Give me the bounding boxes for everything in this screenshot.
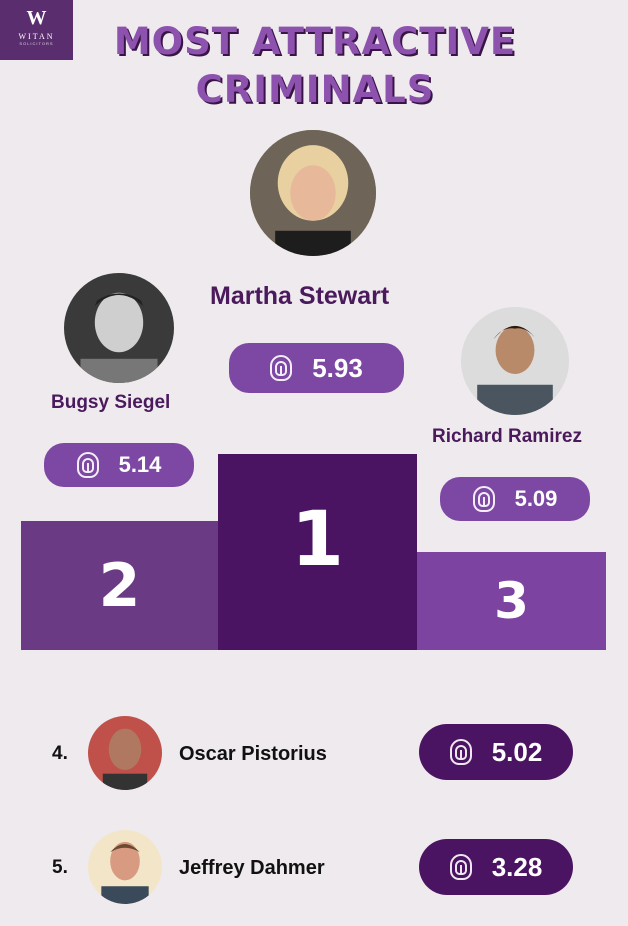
logo-sub: SOLICITORS — [19, 41, 54, 46]
page-title: MOST ATTRACTIVE CRIMINALS — [80, 18, 550, 114]
score-badge-5: 3.28 — [419, 839, 573, 895]
title-line-1: MOST ATTRACTIVE — [113, 20, 517, 63]
score-value: 3.28 — [491, 851, 543, 882]
fingerprint-icon — [449, 739, 472, 765]
richard-ramirez-photo — [461, 307, 569, 415]
score-badge-2: 5.14 — [44, 443, 194, 487]
bugsy-siegel-photo — [64, 273, 174, 383]
score-badge-1: 5.93 — [229, 343, 404, 393]
score-value: 5.14 — [118, 452, 162, 477]
third-name: Richard Ramirez — [432, 426, 582, 447]
jeffrey-dahmer-photo — [88, 830, 162, 904]
logo-mark: W — [26, 7, 47, 29]
fingerprint-icon — [270, 355, 293, 381]
rank-4: 4. — [52, 743, 68, 764]
score-badge-4: 5.02 — [419, 724, 573, 780]
podium-block-1: 1 — [218, 454, 417, 650]
podium-block-2: 2 — [21, 521, 218, 650]
score-value: 5.02 — [491, 736, 543, 767]
logo-name: WITAN — [18, 32, 55, 41]
oscar-pistorius-photo — [88, 716, 162, 790]
name-4: Oscar Pistorius — [179, 743, 327, 765]
score-value: 5.93 — [312, 352, 363, 383]
score-value: 5.09 — [514, 486, 558, 511]
second-name: Bugsy Siegel — [51, 392, 171, 413]
fingerprint-icon — [472, 486, 495, 512]
winner-name: Martha Stewart — [210, 282, 390, 310]
score-badge-3: 5.09 — [440, 477, 590, 521]
rank-5: 5. — [52, 857, 68, 878]
name-5: Jeffrey Dahmer — [179, 857, 325, 879]
title-line-2: CRIMINALS — [195, 68, 435, 111]
podium-block-3: 3 — [417, 552, 606, 650]
fingerprint-icon — [449, 854, 472, 880]
witan-logo: W WITAN SOLICITORS — [0, 0, 73, 60]
martha-stewart-photo — [250, 130, 376, 256]
fingerprint-icon — [76, 452, 99, 478]
